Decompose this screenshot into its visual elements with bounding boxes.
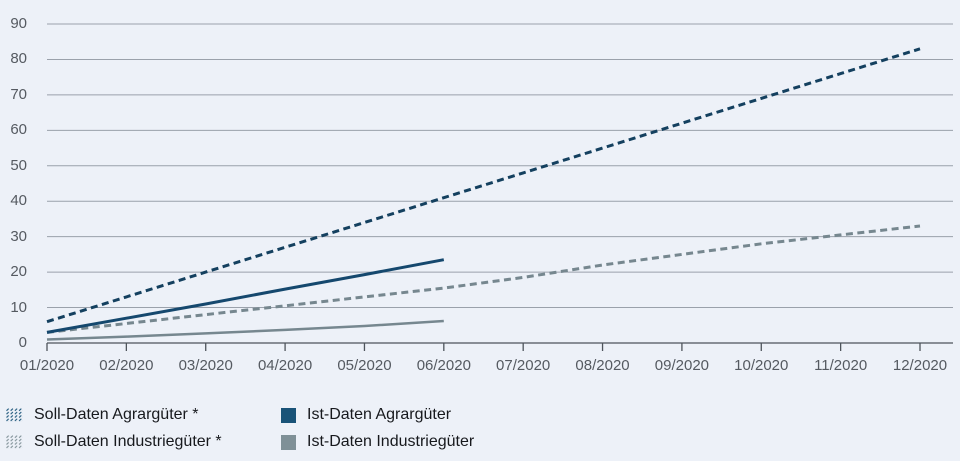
solid-swatch-gray-icon <box>281 434 296 450</box>
y-tick-label: 90 <box>10 15 27 32</box>
solid-swatch-navy-icon <box>281 407 296 423</box>
y-tick-label: 10 <box>10 298 27 316</box>
legend-label-ist-industrie: Ist-Daten Industriegüter <box>307 433 475 450</box>
legend-item-soll-agrar: Soll-Daten Agrargüter * <box>6 406 199 424</box>
series-line-soll-agrar <box>46 47 921 324</box>
x-tick-label: 08/2020 <box>575 357 630 374</box>
x-tick-label: 12/2020 <box>892 357 948 374</box>
series-line-ist-industrie <box>46 319 444 341</box>
x-tick-label: 01/2020 <box>19 357 75 374</box>
y-tick-label: 80 <box>10 50 27 68</box>
legend-item-ist-industrie: Ist-Daten Industriegüter <box>281 433 474 451</box>
x-tick-label: 05/2020 <box>337 357 392 374</box>
legend-item-soll-industrie: Soll-Daten Industriegüter * <box>6 433 222 451</box>
x-tick-label: 11/2020 <box>814 357 868 374</box>
legend-item-ist-agrar: Ist-Daten Agrargüter <box>281 406 451 424</box>
series-line-soll-industrie <box>46 224 921 334</box>
y-tick-label: 60 <box>10 121 27 139</box>
x-tick-label: 07/2020 <box>496 357 551 374</box>
x-tick-label: 09/2020 <box>654 357 710 374</box>
x-tick-label: 06/2020 <box>416 357 471 374</box>
legend: Soll-Daten Agrargüter * Soll-Daten Indus… <box>0 400 960 458</box>
x-tick-label: 03/2020 <box>178 357 233 374</box>
y-tick-label: 40 <box>10 192 27 210</box>
series-line-ist-agrar <box>46 258 445 334</box>
dotted-swatch-gray-icon <box>6 435 23 449</box>
y-tick-label: 0 <box>18 334 27 351</box>
y-tick-label: 30 <box>10 227 27 245</box>
legend-label-soll-industrie: Soll-Daten Industriegüter * <box>34 433 222 450</box>
dotted-swatch-navy-icon <box>6 408 23 422</box>
legend-label-ist-agrar: Ist-Daten Agrargüter <box>307 406 452 423</box>
x-tick-label: 04/2020 <box>257 357 313 374</box>
legend-label-soll-agrar: Soll-Daten Agrargüter * <box>34 406 199 423</box>
y-tick-label: 70 <box>10 85 27 103</box>
y-tick-label: 50 <box>10 156 27 174</box>
x-tick-label: 10/2020 <box>734 357 789 374</box>
y-tick-label: 20 <box>10 263 27 281</box>
x-tick-label: 02/2020 <box>99 357 154 374</box>
